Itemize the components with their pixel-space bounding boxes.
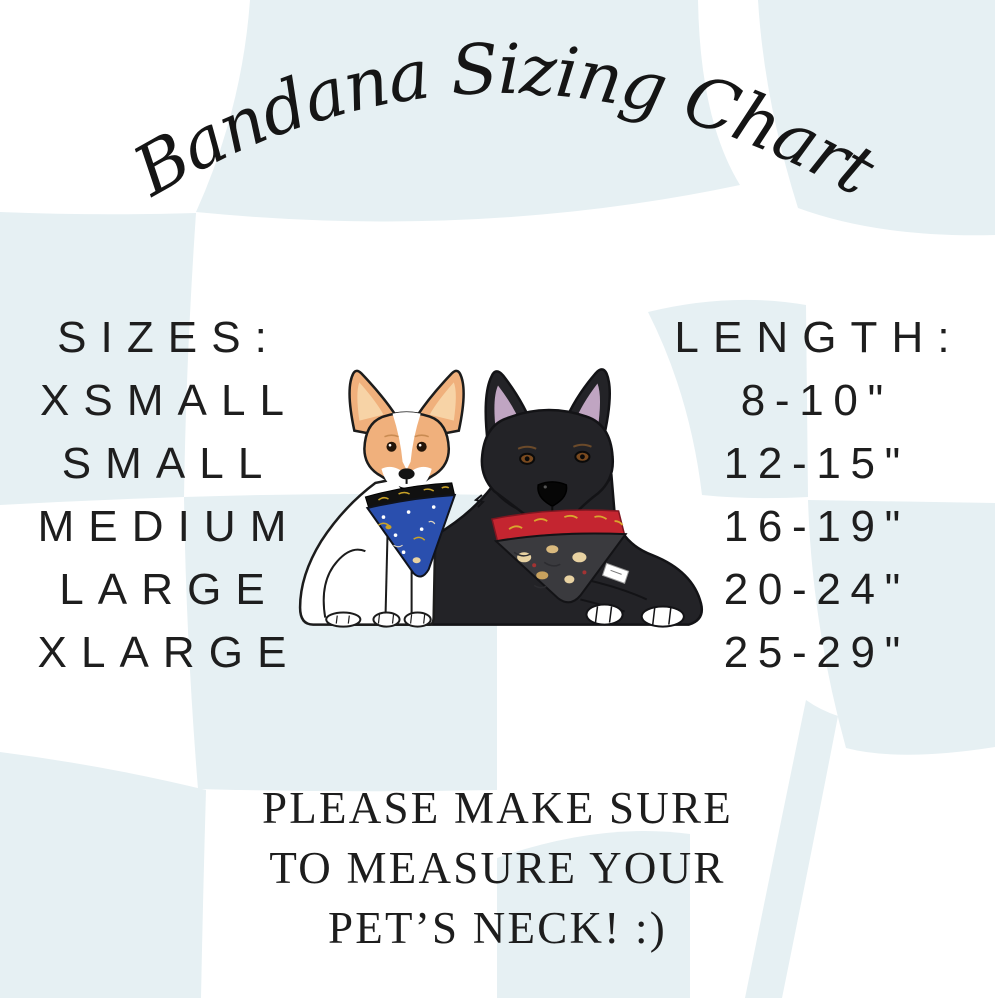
length-row: 16-19" bbox=[723, 501, 910, 551]
measure-note-line: PLEASE MAKE SURE bbox=[261, 783, 734, 833]
size-row: MEDIUM bbox=[37, 501, 301, 551]
bg-tile bbox=[196, 0, 740, 222]
dark-bandana bbox=[493, 532, 628, 604]
bandana-tag bbox=[601, 562, 630, 585]
length-row: 20-24" bbox=[723, 564, 910, 614]
blue-bandana bbox=[365, 493, 457, 578]
bg-tile bbox=[497, 831, 690, 998]
page-title-arc: Bandana Sizing Chart bbox=[119, 30, 888, 213]
bg-tile bbox=[0, 752, 206, 998]
length-column: LENGTH: 8-10" 12-15" 16-19" 20-24" 25-29… bbox=[650, 306, 974, 684]
size-column: SIZES: XSMALL SMALL MEDIUM LARGE XLARGE bbox=[6, 306, 318, 684]
page-title: Bandana Sizing Chart bbox=[119, 30, 888, 213]
length-row: 12-15" bbox=[723, 438, 910, 488]
bg-tile bbox=[758, 0, 995, 236]
length-header: LENGTH: bbox=[674, 312, 964, 362]
size-row: XSMALL bbox=[39, 375, 299, 425]
sizes-header: SIZES: bbox=[57, 312, 281, 362]
size-row: SMALL bbox=[61, 438, 277, 488]
bg-tile bbox=[648, 299, 808, 499]
measure-note: PLEASE MAKE SURE TO MEASURE YOUR PET’S N… bbox=[0, 778, 995, 958]
measure-note-line: PET’S NECK! :) bbox=[328, 903, 667, 953]
dogs-illustration bbox=[298, 368, 703, 628]
bg-tile bbox=[808, 500, 995, 755]
bg-tile bbox=[745, 700, 838, 998]
size-row: LARGE bbox=[59, 564, 279, 614]
size-row: XLARGE bbox=[37, 627, 301, 677]
corgi-dog bbox=[298, 369, 465, 628]
length-row: 8-10" bbox=[740, 375, 893, 425]
length-row: 25-29" bbox=[723, 627, 910, 677]
bg-tile bbox=[0, 212, 196, 505]
measure-note-line: TO MEASURE YOUR bbox=[269, 843, 726, 893]
